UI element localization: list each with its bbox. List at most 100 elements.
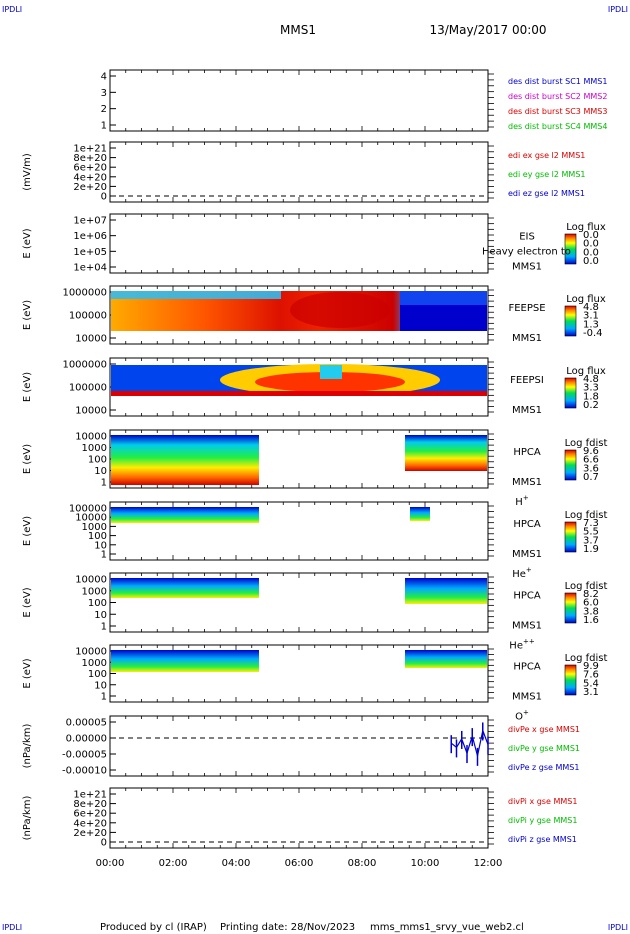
colorbar-tick-hpca-h: 0.7	[583, 472, 599, 483]
hpca-h-block-left	[111, 435, 259, 485]
legend-entry-divpi: divPi y gse MMS1	[508, 816, 577, 825]
y-tick-label-hpca-h: 1	[101, 478, 107, 489]
colorbar-tick-eis: 0.0	[583, 230, 599, 241]
y-tick-label-feepsi: 100000	[69, 383, 107, 394]
y-tick-label-edi: 8e+20	[73, 153, 107, 164]
hpca-o-block-right	[405, 650, 487, 668]
legend-entry-divpe: divPe x gse MMS1	[508, 725, 580, 734]
instrument-label-hpca-h: HPCA	[513, 447, 541, 458]
y-tick-label-feepsi: 10000	[75, 406, 107, 417]
instrument-label-feepsi: FEEPSI	[510, 375, 544, 386]
feepse-low-region	[400, 305, 487, 331]
datetime-title: 13/May/2017 00:00	[429, 23, 546, 37]
colorbar-title-feepse: Log flux	[566, 294, 606, 305]
x-tick-label: 02:00	[159, 858, 188, 869]
y-tick-label-feepse: 100000	[69, 311, 107, 322]
x-tick-label: 04:00	[222, 858, 251, 869]
instrument-sub-hpca-o: MMS1	[512, 692, 542, 703]
species-charge-hpca-he: +	[526, 566, 532, 574]
y-axis-label-hpca-hepp: E (eV)	[22, 587, 33, 617]
y-tick-label-eis: 1e+05	[73, 247, 107, 258]
corner-label-bottom-right: IPDLI	[608, 923, 628, 932]
corner-label-bottom-left: IPDLI	[2, 923, 22, 932]
y-tick-label-divpe: 0.00005	[66, 718, 107, 729]
corner-label-top-left: IPDLI	[2, 5, 22, 14]
y-tick-label-hpca-he: 10	[94, 540, 107, 551]
instrument-label-eis: EIS	[519, 232, 535, 243]
colorbar-hpca-h	[564, 449, 577, 481]
legend-entry-des-dist: des dist burst SC2 MMS2	[508, 92, 607, 101]
y-tick-label-hpca-hepp: 10	[94, 610, 107, 621]
colorbar-tick-hpca-h: 6.6	[583, 455, 599, 466]
feepsi-core	[255, 372, 405, 392]
legend-entry-divpi: divPi z gse MMS1	[508, 835, 577, 844]
colorbar-tick-feepse: -0.4	[583, 328, 603, 339]
legend-entry-des-dist: des dist burst SC3 MMS3	[508, 107, 607, 116]
instrument-sub-hpca-he: MMS1	[512, 549, 542, 560]
y-axis-label-divpi: (nPa/km)	[22, 796, 33, 841]
y-tick-label-hpca-hepp: 10000	[75, 575, 107, 586]
species-charge-hpca-o: +	[523, 709, 529, 717]
y-tick-label-hpca-he: 10000	[75, 513, 107, 524]
colorbar-tick-eis: 0.0	[583, 239, 599, 250]
y-tick-label-eis: 1e+07	[73, 216, 107, 227]
y-tick-label-divpi: 4e+20	[73, 818, 107, 829]
instrument-sub-hpca-hepp: MMS1	[512, 621, 542, 632]
legend-entry-edi: edi ex gse l2 MMS1	[508, 151, 585, 160]
colorbar-tick-hpca-hepp: 8.2	[583, 589, 599, 600]
colorbar-hpca-o	[564, 664, 577, 696]
y-tick-label-divpe: -0.00005	[62, 750, 107, 761]
colorbar-tick-hpca-o: 9.9	[583, 661, 599, 672]
colorbar-title-hpca-he: Log fdist	[565, 510, 608, 521]
colorbar-tick-feepsi: 3.3	[583, 383, 599, 394]
colorbar-feepsi	[564, 377, 577, 409]
instrument-label-hpca-he: HPCA	[513, 519, 541, 530]
instrument-sub-feepsi: MMS1	[512, 405, 542, 416]
colorbar-tick-hpca-h: 9.6	[583, 446, 599, 457]
instrument-label-hpca-o: HPCA	[513, 662, 541, 673]
colorbar-tick-feepse: 4.8	[583, 302, 599, 313]
series-line-divpe	[450, 728, 489, 757]
species-label-hpca-he: He+	[512, 566, 532, 580]
colorbar-tick-hpca-hepp: 6.0	[583, 598, 599, 609]
feepse-lowflux-top-2	[400, 291, 487, 305]
y-tick-label-hpca-he: 1	[101, 550, 107, 561]
y-tick-label-hpca-o: 10	[94, 680, 107, 691]
y-tick-label-edi: 1e+21	[73, 144, 107, 155]
y-axis-label-eis: E (eV)	[22, 228, 33, 258]
y-tick-label-hpca-o: 10000	[75, 647, 107, 658]
hpca-o-block-left	[111, 650, 259, 672]
y-tick-label-hpca-he: 100000	[69, 504, 107, 515]
colorbar-eis	[564, 233, 577, 265]
instrument-label-hpca-hepp: HPCA	[513, 591, 541, 602]
y-tick-label-hpca-he: 1000	[82, 522, 107, 533]
y-axis-label-edi: (mV/m)	[22, 153, 33, 191]
y-tick-label-des-dist: 2	[101, 104, 107, 115]
x-tick-label: 06:00	[285, 858, 314, 869]
x-tick-label: 00:00	[96, 858, 125, 869]
feepse-plume	[290, 292, 390, 328]
colorbar-tick-feepse: 1.3	[583, 319, 599, 330]
feepsi-baseline	[111, 391, 487, 396]
colorbar-tick-hpca-he: 3.7	[583, 535, 599, 546]
legend-entry-divpe: divPe y gse MMS1	[508, 744, 580, 753]
species-charge-hpca-hepp: ++	[523, 638, 535, 646]
colorbar-tick-hpca-he: 7.3	[583, 518, 599, 529]
y-tick-label-hpca-h: 10000	[75, 432, 107, 443]
y-tick-label-divpi: 1e+21	[73, 790, 107, 801]
y-tick-label-edi: 2e+20	[73, 182, 107, 193]
y-tick-label-hpca-hepp: 1000	[82, 586, 107, 597]
spacecraft-title: MMS1	[280, 23, 316, 37]
panel-frame-divpi	[109, 787, 489, 849]
hpca-he-block-left	[111, 507, 259, 523]
colorbar-tick-hpca-o: 5.4	[583, 678, 599, 689]
colorbar-tick-hpca-o: 7.6	[583, 670, 599, 681]
species-charge-hpca-h: +	[523, 494, 529, 502]
y-tick-label-edi: 4e+20	[73, 172, 107, 183]
panel-frame-divpe	[109, 715, 489, 777]
hpca-hepp-block-left	[111, 578, 259, 598]
y-tick-label-edi: 6e+20	[73, 163, 107, 174]
y-tick-label-hpca-hepp: 1	[101, 622, 107, 633]
instrument-sub-feepse: MMS1	[512, 333, 542, 344]
